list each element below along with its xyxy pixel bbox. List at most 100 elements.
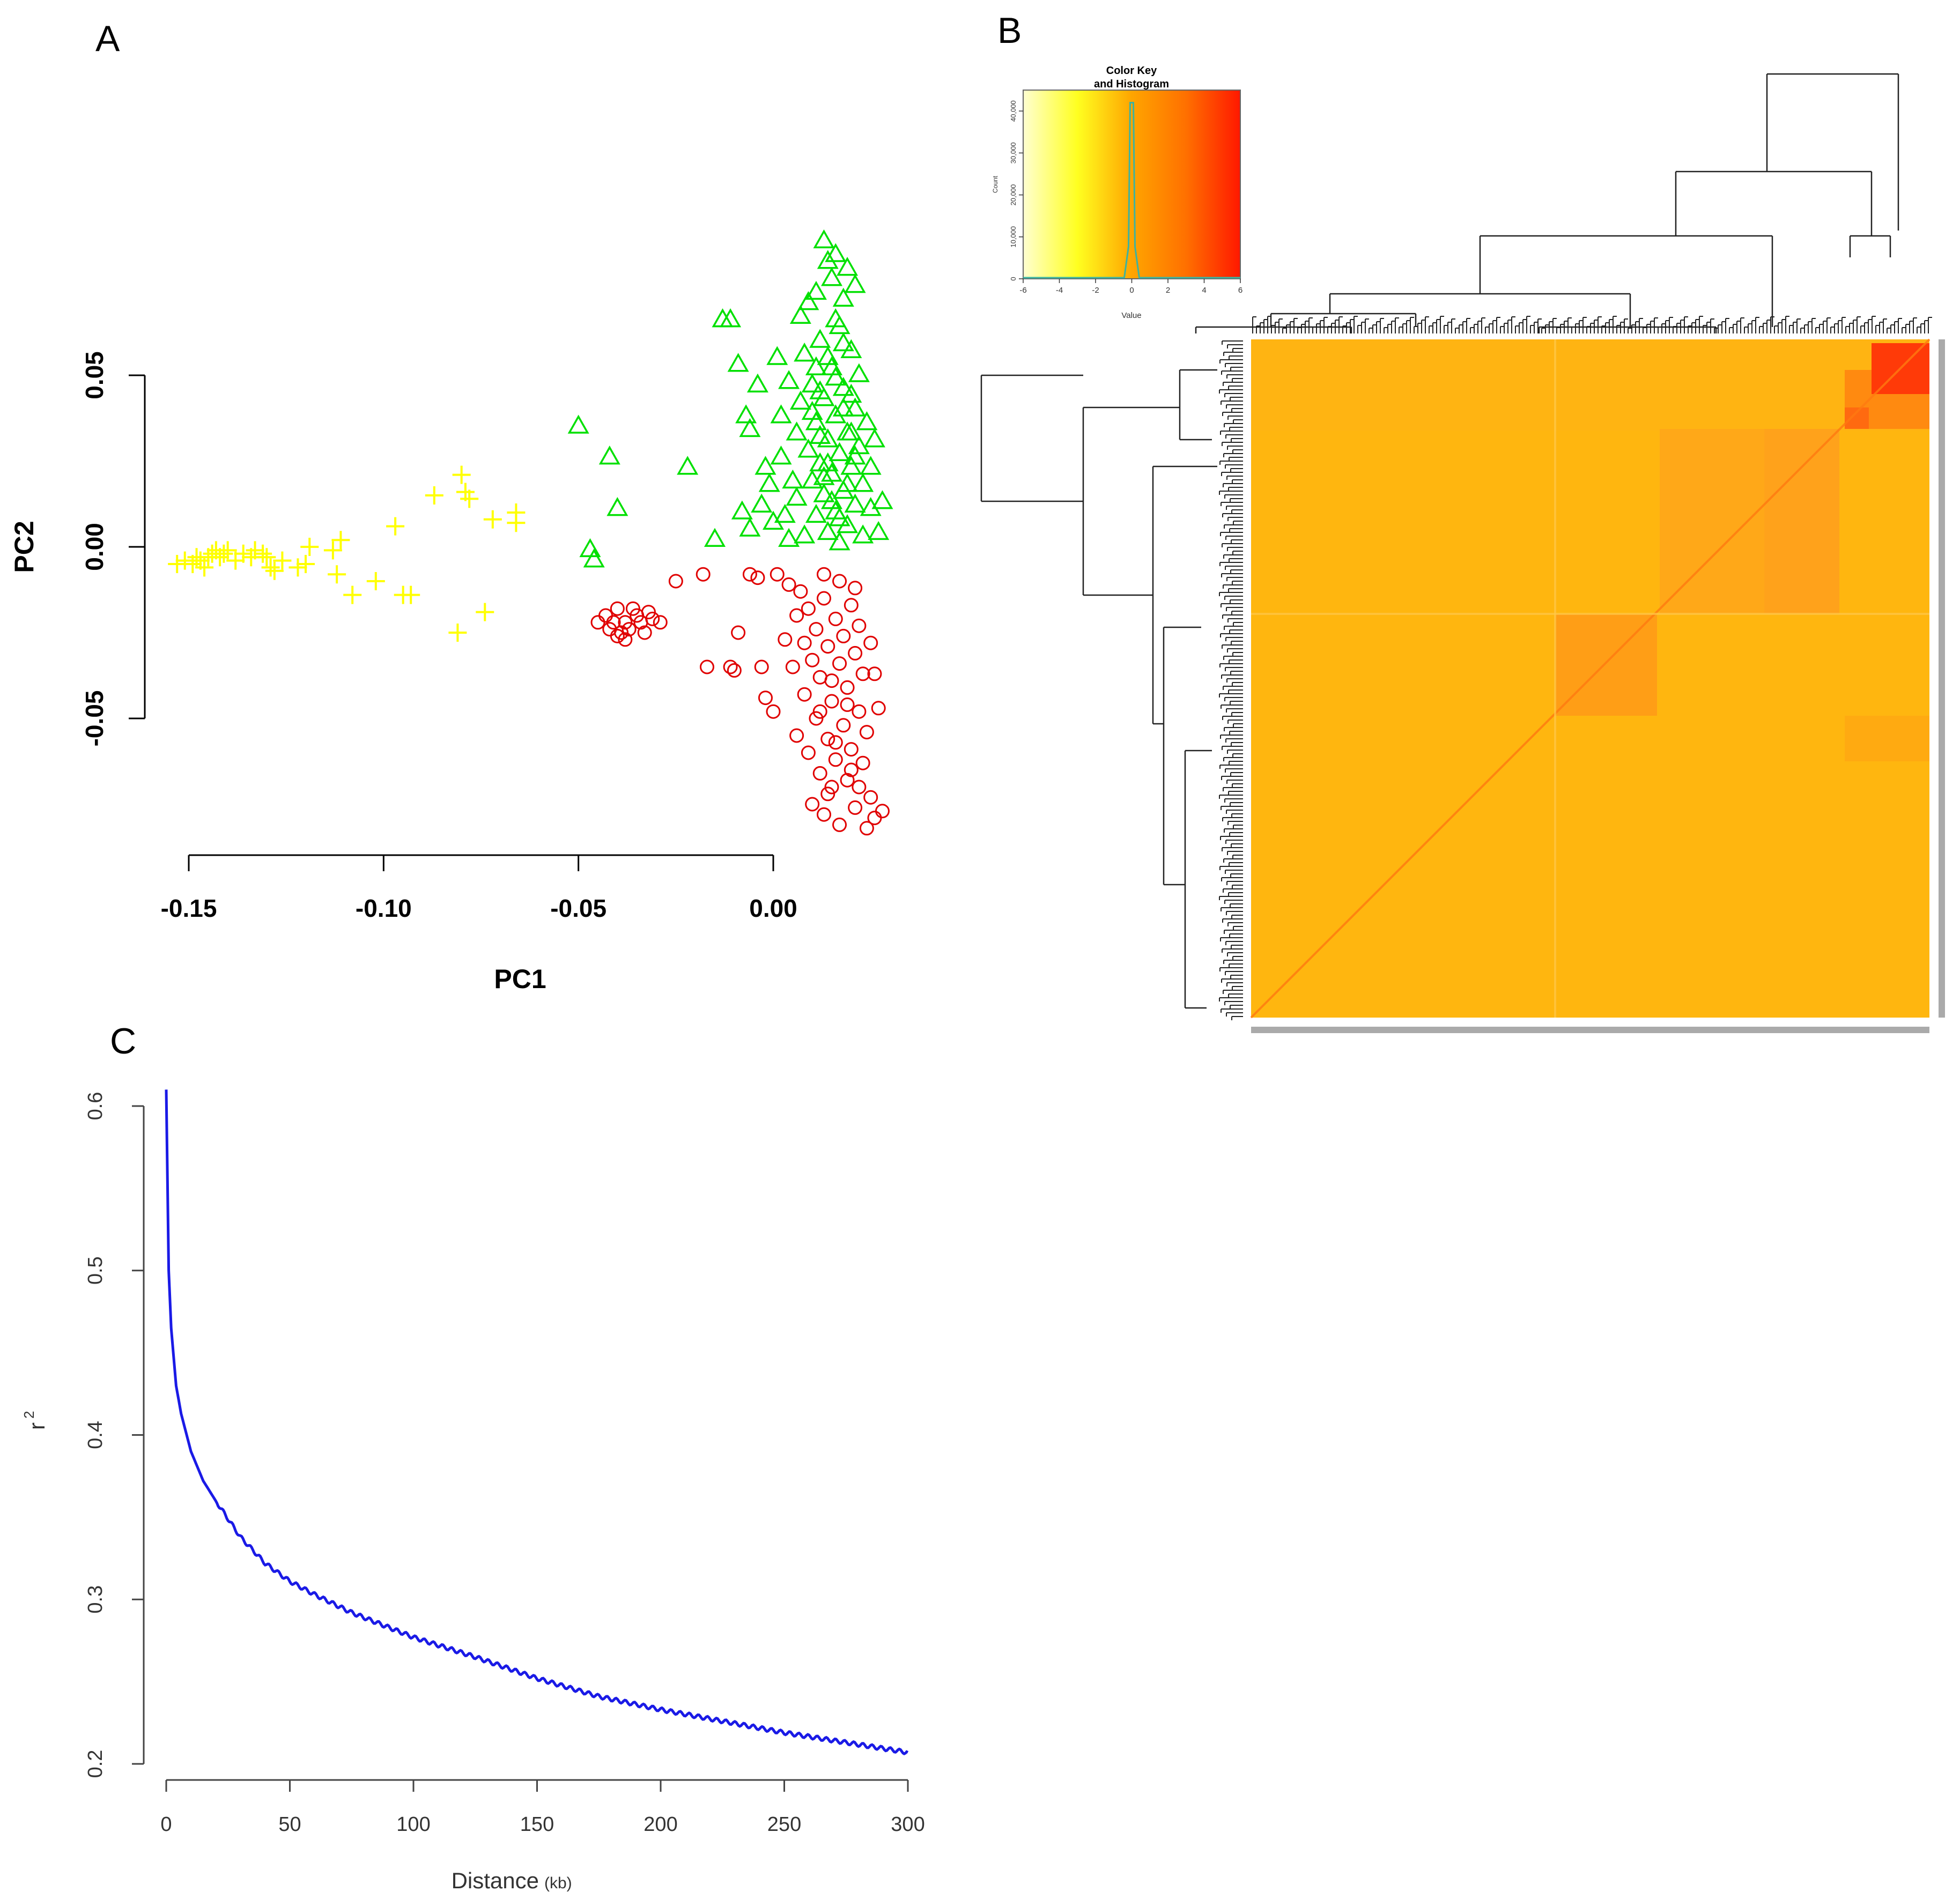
pca-point-group-2 — [844, 493, 866, 513]
pca-point-group-3 — [859, 725, 874, 740]
pca-point-group-1 — [452, 465, 471, 484]
pca-point-group-3 — [618, 615, 633, 630]
pca-point-group-3 — [766, 704, 781, 719]
ld-y-tick-label: 0.6 — [84, 1092, 107, 1121]
pca-point-group-1 — [425, 486, 443, 505]
pca-point-group-1 — [331, 531, 350, 550]
pca-point-group-2 — [731, 500, 753, 520]
column-dendrogram-leaves — [1252, 316, 1932, 333]
pca-point-group-2 — [720, 308, 742, 328]
pca-point-group-1 — [366, 572, 385, 590]
pca-point-group-3 — [867, 811, 882, 826]
pca-point-group-2 — [817, 452, 839, 472]
pca-point-group-2 — [813, 466, 835, 485]
color-key-y-tick-label: 10,000 — [1009, 226, 1017, 248]
pca-point-group-2 — [860, 497, 882, 516]
pca-point-group-3 — [836, 718, 851, 733]
pca-point-group-3 — [610, 628, 625, 643]
ld-decay-plot: 0 50 100 150 200 250 300 0.2 0.3 0.4 0.5 0.6 Distan… — [21, 1089, 925, 1893]
pca-point-group-2 — [813, 229, 835, 249]
color-key-y-tick-label: 40,000 — [1009, 100, 1017, 122]
pca-point-group-3 — [727, 663, 742, 678]
pca-point-group-2 — [813, 483, 835, 502]
pca-point-group-1 — [483, 510, 502, 529]
pca-point-group-3 — [789, 728, 804, 743]
ld-y-tick-label: 0.3 — [84, 1585, 107, 1614]
pca-point-group-3 — [824, 673, 839, 688]
pca-point-group-1 — [507, 514, 526, 532]
ld-y-axis-title: r — [24, 1422, 49, 1430]
pca-point-group-2 — [751, 493, 773, 513]
pca-point-group-3 — [801, 745, 816, 760]
column-dendrogram — [1195, 73, 1932, 333]
pca-point-group-2 — [837, 257, 859, 276]
pca-point-group-2 — [852, 473, 874, 492]
pca-point-group-3 — [770, 567, 785, 582]
pca-point-group-3 — [840, 773, 855, 788]
ld-x-tick-label: 200 — [644, 1813, 677, 1836]
pca-point-group-1 — [273, 551, 292, 570]
pca-point-group-2 — [801, 373, 823, 392]
heatmap-block-cluster-1b — [1764, 429, 1839, 614]
pca-point-group-3 — [832, 656, 847, 671]
pca-point-group-2 — [567, 414, 589, 434]
pca-point-group-3 — [797, 635, 812, 650]
pca-point-group-2 — [607, 497, 628, 516]
pca-point-group-3 — [859, 821, 874, 836]
ld-x-tick-label: 0 — [160, 1813, 172, 1836]
pca-x-tick-label: 0.00 — [749, 894, 797, 922]
pca-point-group-2 — [837, 514, 859, 533]
pca-point-group-2 — [809, 380, 831, 399]
pca-point-group-1 — [343, 585, 362, 604]
color-key-y-tick-label: 30,000 — [1009, 142, 1017, 164]
ld-x-tick-label: 100 — [396, 1813, 430, 1836]
pca-point-group-2 — [786, 486, 808, 506]
pca-point-group-3 — [852, 704, 867, 719]
pca-point-group-2 — [832, 287, 854, 307]
pca-points — [168, 229, 893, 836]
pca-scatter-plot: -0.15 -0.10 -0.05 0.00 -0.05 0.00 0.05 PC1 PC2 — [9, 229, 893, 994]
pca-point-group-3 — [828, 752, 843, 767]
pca-point-group-1 — [460, 489, 479, 508]
pca-point-group-3 — [832, 817, 847, 832]
pca-point-group-3 — [805, 652, 820, 667]
pca-point-group-3 — [778, 632, 793, 647]
pca-point-group-2 — [797, 439, 819, 458]
pca-point-group-3 — [824, 780, 839, 795]
ld-ticks: 0 50 100 150 200 250 300 0.2 0.3 0.4 0.5 0.6 — [84, 1092, 925, 1836]
pca-point-group-1 — [254, 544, 272, 563]
pca-point-group-2 — [805, 503, 827, 523]
pca-point-group-3 — [637, 625, 652, 640]
pca-point-group-2 — [762, 510, 785, 530]
pca-point-group-2 — [704, 528, 726, 547]
pca-point-group-3 — [848, 800, 863, 815]
pca-point-group-3 — [668, 574, 683, 589]
pca-point-group-2 — [825, 366, 847, 386]
heatmap-block-cluster-4 — [1845, 716, 1929, 761]
pca-point-group-2 — [809, 425, 831, 444]
row-dendrogram — [980, 340, 1243, 1020]
color-key-x-tick-label: -2 — [1092, 286, 1099, 295]
pca-point-group-3 — [809, 622, 824, 637]
ld-y-tick-label: 0.2 — [84, 1750, 107, 1778]
pca-point-group-2 — [727, 353, 749, 372]
pca-point-group-2 — [844, 446, 866, 465]
pca-point-group-1 — [175, 551, 194, 570]
pca-point-group-3 — [863, 790, 878, 805]
pca-point-group-2 — [782, 469, 804, 489]
pca-point-group-2 — [840, 456, 862, 475]
pca-point-group-3 — [598, 608, 613, 623]
pca-point-group-1 — [234, 544, 253, 563]
pca-point-group-2 — [789, 305, 811, 324]
pca-point-group-2 — [832, 377, 854, 396]
pca-point-group-1 — [265, 561, 284, 580]
pca-point-group-2 — [840, 383, 862, 403]
pca-y-tick-label: -0.05 — [80, 691, 108, 747]
pca-point-group-3 — [754, 659, 769, 674]
pca-point-group-1 — [386, 517, 405, 536]
pca-point-group-3 — [816, 567, 831, 582]
pca-point-group-1 — [261, 558, 280, 577]
pca-point-group-2 — [840, 421, 862, 441]
pca-point-group-2 — [797, 291, 819, 310]
